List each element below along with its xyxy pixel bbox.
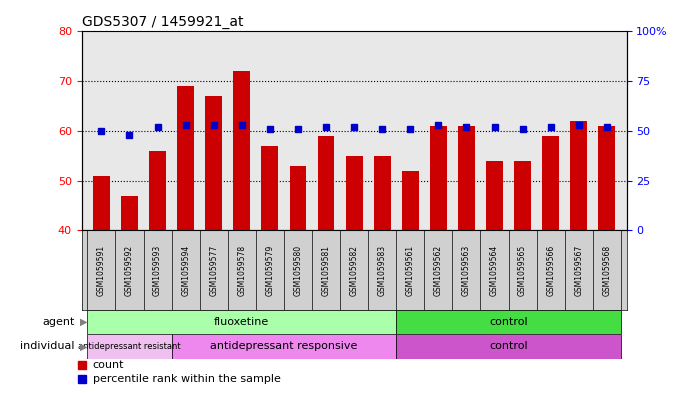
- Bar: [396, 310, 621, 334]
- Text: GSM1059567: GSM1059567: [574, 244, 584, 296]
- Text: ▶: ▶: [80, 317, 88, 327]
- Text: control: control: [489, 342, 528, 351]
- Bar: [571, 121, 587, 230]
- Text: GSM1059579: GSM1059579: [266, 244, 274, 296]
- Bar: [346, 156, 362, 230]
- Text: ▶: ▶: [80, 342, 88, 351]
- Bar: [93, 176, 110, 230]
- Text: GSM1059593: GSM1059593: [153, 244, 162, 296]
- Bar: [262, 146, 279, 230]
- Text: GSM1059591: GSM1059591: [97, 244, 106, 296]
- Text: GSM1059565: GSM1059565: [518, 244, 527, 296]
- Bar: [542, 136, 559, 230]
- Text: individual: individual: [20, 342, 75, 351]
- Bar: [234, 71, 250, 230]
- Text: fluoxetine: fluoxetine: [214, 317, 270, 327]
- Text: GSM1059594: GSM1059594: [181, 244, 190, 296]
- Bar: [87, 310, 396, 334]
- Bar: [121, 196, 138, 230]
- Text: GSM1059581: GSM1059581: [321, 245, 330, 296]
- Text: count: count: [93, 360, 124, 370]
- Bar: [514, 161, 531, 230]
- Text: GSM1059564: GSM1059564: [490, 244, 499, 296]
- Text: GSM1059577: GSM1059577: [209, 244, 218, 296]
- Bar: [177, 86, 194, 230]
- Text: GSM1059592: GSM1059592: [125, 244, 134, 296]
- Bar: [402, 171, 419, 230]
- Text: agent: agent: [42, 317, 75, 327]
- Text: GDS5307 / 1459921_at: GDS5307 / 1459921_at: [82, 15, 243, 29]
- Text: GSM1059582: GSM1059582: [349, 245, 359, 296]
- Bar: [317, 136, 334, 230]
- Bar: [172, 334, 396, 358]
- Bar: [374, 156, 391, 230]
- Text: GSM1059583: GSM1059583: [378, 244, 387, 296]
- Text: GSM1059562: GSM1059562: [434, 244, 443, 296]
- Text: GSM1059580: GSM1059580: [294, 244, 302, 296]
- Bar: [430, 126, 447, 230]
- Bar: [87, 334, 172, 358]
- Text: GSM1059566: GSM1059566: [546, 244, 555, 296]
- Text: control: control: [489, 317, 528, 327]
- Text: antidepressant resistant: antidepressant resistant: [78, 342, 180, 351]
- Bar: [289, 166, 306, 230]
- Bar: [599, 126, 616, 230]
- Bar: [458, 126, 475, 230]
- Bar: [205, 96, 222, 230]
- Bar: [486, 161, 503, 230]
- Text: GSM1059578: GSM1059578: [237, 244, 247, 296]
- Text: percentile rank within the sample: percentile rank within the sample: [93, 373, 281, 384]
- Text: antidepressant responsive: antidepressant responsive: [210, 342, 358, 351]
- Bar: [149, 151, 166, 230]
- Text: GSM1059568: GSM1059568: [603, 244, 612, 296]
- Text: GSM1059563: GSM1059563: [462, 244, 471, 296]
- Text: GSM1059561: GSM1059561: [406, 244, 415, 296]
- Bar: [396, 334, 621, 358]
